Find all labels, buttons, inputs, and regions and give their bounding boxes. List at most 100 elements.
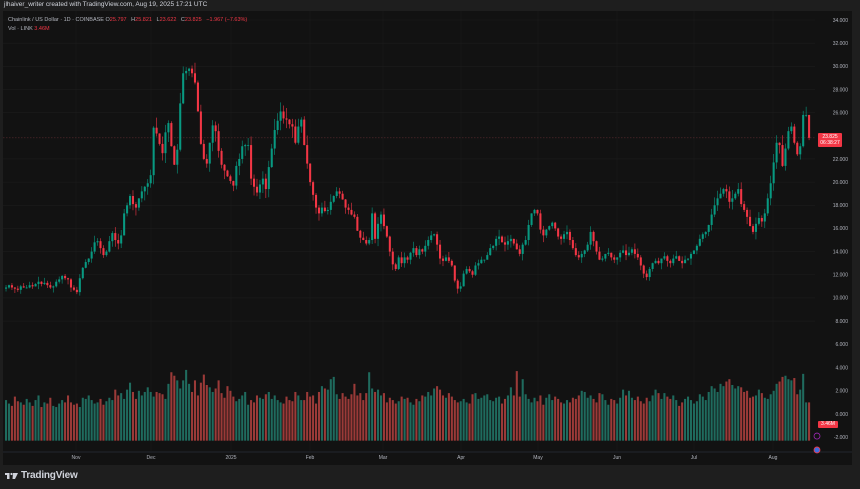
candle-body — [613, 257, 616, 260]
tradingview-logo[interactable]: TradingView — [5, 470, 78, 481]
time-axis-label: Jul — [691, 455, 697, 461]
volume-bar — [796, 394, 799, 441]
candle-body — [539, 213, 542, 230]
volume-bar — [433, 388, 436, 441]
volume-bar — [146, 387, 149, 441]
volume-bar — [799, 389, 802, 441]
candle-body — [388, 236, 391, 252]
volume-bar — [134, 398, 137, 441]
candle-body — [253, 178, 256, 187]
candle-body — [120, 235, 123, 244]
candle-body — [158, 133, 161, 144]
candle-body — [312, 182, 315, 195]
volume-bar — [577, 395, 580, 441]
candle-body — [323, 207, 326, 212]
candle-body — [67, 278, 70, 280]
volume-bar — [217, 380, 220, 441]
volume-bar — [486, 394, 489, 441]
candle-body — [143, 186, 146, 192]
candle-body — [226, 170, 229, 177]
bar-countdown: 06:38:27 — [820, 140, 840, 146]
volume-bar — [654, 389, 657, 441]
candle-body — [654, 260, 657, 264]
candle-body — [282, 111, 285, 119]
candle-body — [152, 127, 155, 176]
volume-bar — [19, 402, 22, 441]
candle-body — [713, 205, 716, 215]
volume-bar — [554, 396, 557, 441]
volume-bar — [164, 398, 167, 441]
candle-body — [462, 273, 465, 287]
price-axis-label: 8.000 — [835, 319, 848, 325]
event-marker-icon[interactable] — [813, 432, 821, 440]
candle-body — [320, 207, 323, 214]
volume-bar — [350, 394, 353, 441]
tradingview-logo-text: TradingView — [21, 470, 78, 481]
volume-bar — [303, 400, 306, 441]
volume-bar — [503, 398, 507, 441]
volume-bar — [580, 390, 583, 441]
volume-bar — [96, 402, 99, 441]
candle-body — [182, 73, 185, 104]
candle-body — [164, 132, 167, 154]
candle-body — [267, 167, 270, 190]
volume-bar — [766, 398, 769, 441]
candle-body — [117, 240, 120, 244]
volume-bar — [161, 394, 164, 441]
volume-bar — [521, 379, 524, 441]
volume-bar — [152, 396, 155, 441]
low-value: 23.622 — [159, 17, 177, 23]
candle-body — [681, 260, 684, 264]
candle-body — [533, 209, 536, 214]
volume-bar — [214, 388, 217, 441]
candle-body — [368, 240, 371, 244]
volume-bar — [616, 403, 619, 441]
volume-bar — [601, 394, 604, 441]
volume-bar — [453, 400, 456, 441]
candle-body — [619, 252, 622, 258]
volume-bar — [365, 393, 368, 441]
economic-event-flag-icon[interactable] — [813, 446, 821, 454]
volume-bar — [323, 388, 326, 441]
volume-bar — [427, 391, 430, 441]
volume-bar — [657, 393, 660, 441]
volume-bar — [808, 402, 811, 441]
volume-label[interactable]: Vol · LINK — [8, 26, 33, 32]
volume-bar — [315, 403, 318, 441]
candle-body — [244, 145, 247, 147]
volume-bar — [291, 401, 294, 441]
candle-body — [601, 258, 604, 260]
candle-body — [403, 257, 406, 264]
volume-bar — [238, 398, 241, 441]
candle-body — [530, 213, 533, 225]
symbol-title[interactable]: Chainlink / US Dollar · 1D · COINBASE — [8, 17, 104, 23]
candle-body — [772, 162, 775, 184]
candle-body — [625, 250, 628, 256]
candle-body — [294, 126, 297, 143]
candle-body — [229, 176, 232, 181]
volume-bar — [338, 398, 341, 441]
candle-body — [701, 234, 704, 239]
candle-body — [344, 199, 347, 208]
volume-bar — [309, 396, 312, 441]
candle-body — [338, 191, 341, 194]
volume-bar — [512, 395, 515, 441]
candle-body — [220, 150, 223, 165]
candle-body — [548, 226, 551, 230]
candle-body — [616, 257, 619, 260]
candlestick-chart[interactable]: 34.000 32.000 30.000 28.000 26.000 22.000 20.0… — [3, 11, 858, 465]
right-gutter — [852, 11, 858, 465]
volume-bar — [642, 403, 645, 441]
price-axis-label: 30.000 — [833, 64, 849, 70]
candle-body — [595, 241, 598, 252]
volume-bar — [421, 395, 424, 441]
volume-bar — [34, 400, 37, 441]
volume-bar — [757, 389, 760, 441]
volume-bar — [784, 375, 787, 441]
volume-bar — [282, 403, 285, 441]
volume-bar — [468, 403, 471, 441]
legend-ohlc-row: Chainlink / US Dollar · 1D · COINBASE O2… — [8, 16, 247, 25]
candle-body — [799, 146, 802, 155]
candle-body — [760, 218, 763, 222]
volume-bar — [223, 397, 226, 441]
